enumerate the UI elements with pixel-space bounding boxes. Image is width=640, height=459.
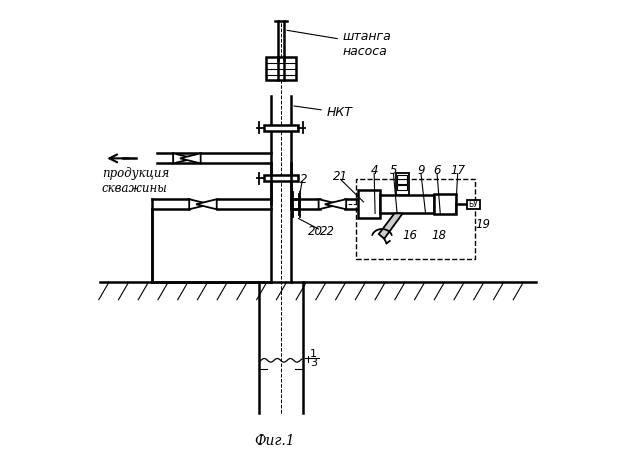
Polygon shape: [180, 153, 201, 163]
Text: 6: 6: [433, 164, 441, 177]
Polygon shape: [319, 199, 340, 209]
Text: 2: 2: [300, 173, 307, 185]
Text: 21: 21: [333, 170, 348, 183]
Polygon shape: [325, 199, 346, 209]
Bar: [380, 195, 435, 213]
Polygon shape: [173, 153, 194, 163]
Bar: [396, 173, 408, 195]
Polygon shape: [189, 199, 210, 209]
Polygon shape: [379, 213, 403, 239]
Text: 3: 3: [310, 358, 317, 368]
Bar: [264, 125, 298, 131]
Text: НКТ: НКТ: [294, 106, 353, 119]
Text: 5: 5: [390, 164, 397, 177]
Text: 20: 20: [308, 225, 323, 238]
Text: 17: 17: [450, 164, 465, 177]
Text: 1: 1: [310, 349, 317, 359]
Bar: [397, 185, 407, 190]
Bar: [397, 175, 407, 179]
Text: продукция
скважины: продукция скважины: [102, 167, 169, 196]
Bar: [266, 57, 296, 80]
Text: штанга
насоса: штанга насоса: [287, 29, 392, 58]
Text: 19: 19: [476, 218, 490, 231]
Bar: [435, 194, 456, 214]
Text: 9: 9: [417, 164, 425, 177]
Bar: [467, 200, 480, 209]
Bar: [397, 179, 407, 184]
Bar: [358, 190, 380, 218]
Bar: [264, 175, 298, 181]
Text: 16: 16: [402, 229, 417, 241]
Polygon shape: [196, 199, 217, 209]
Text: 4: 4: [371, 164, 378, 177]
Text: 18: 18: [432, 229, 447, 241]
Bar: [356, 179, 475, 259]
Text: 22: 22: [320, 225, 335, 238]
Text: Фиг.1: Фиг.1: [254, 434, 294, 448]
Text: БУ: БУ: [468, 200, 478, 209]
Bar: [291, 199, 300, 209]
